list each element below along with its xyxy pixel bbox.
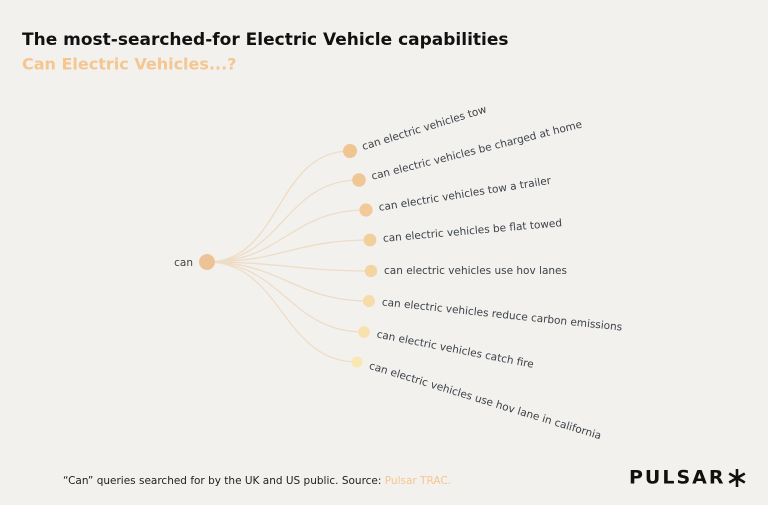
footer-note: “Can” queries searched for by the UK and… — [63, 475, 451, 487]
link — [206, 261, 370, 302]
node — [359, 203, 373, 217]
node-label: can electric vehicles use hov lanes — [384, 265, 567, 277]
logo: PULSAR — [629, 467, 725, 489]
note: “Can” queries searched for by the UK and… — [63, 475, 385, 487]
node — [343, 144, 357, 158]
root-node — [199, 254, 215, 270]
node — [364, 264, 378, 278]
link — [206, 179, 360, 263]
link — [206, 261, 365, 333]
title: The most-searched-for Electric Vehicle c… — [22, 30, 509, 50]
link — [206, 150, 351, 263]
root-label: can — [174, 257, 193, 269]
link — [206, 239, 371, 263]
link — [206, 261, 372, 272]
logo-asterisk — [728, 469, 746, 487]
node — [352, 173, 366, 187]
link — [206, 261, 358, 363]
node — [358, 326, 370, 338]
source: Pulsar TRAC. — [385, 475, 451, 487]
node — [363, 233, 377, 247]
subtitle: Can Electric Vehicles...? — [22, 55, 236, 74]
link — [206, 209, 367, 263]
node — [351, 356, 363, 368]
node — [363, 295, 375, 307]
